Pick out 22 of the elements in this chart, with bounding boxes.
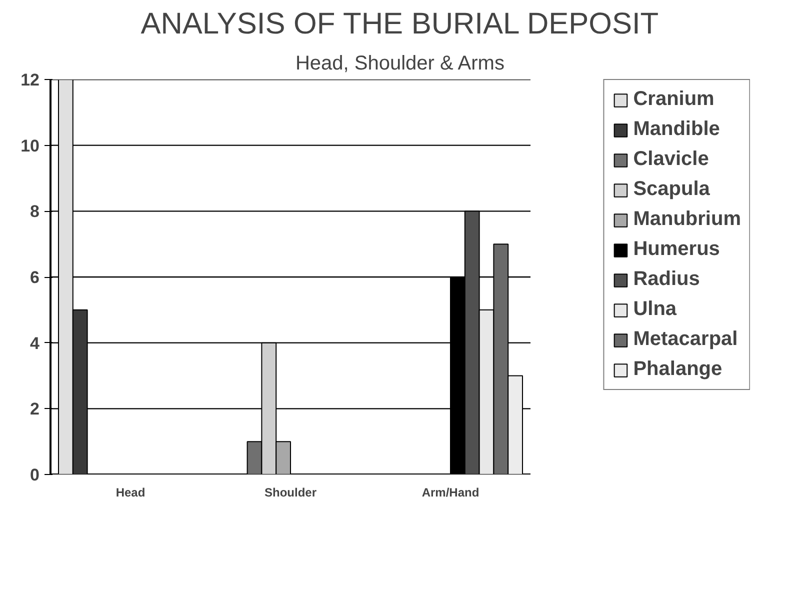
legend-label: Humerus — [633, 238, 720, 261]
y-tick-label: 8 — [30, 202, 40, 222]
x-tick-label: Shoulder — [264, 486, 317, 500]
legend-label: Mandible — [633, 118, 720, 141]
y-tick-label: 12 — [20, 70, 40, 90]
legend-label: Ulna — [633, 298, 677, 321]
legend-label: Metacarpal — [633, 328, 738, 351]
y-tick-label: 0 — [30, 466, 40, 484]
legend-label: Radius — [633, 268, 700, 291]
legend-label: Scapula — [633, 178, 710, 201]
y-tick-label: 4 — [30, 334, 40, 353]
legend-label: Cranium — [633, 88, 714, 111]
x-tick-label: Arm/Hand — [422, 486, 480, 500]
x-tick-label: Head — [116, 486, 146, 500]
chart-title: ANALYSIS OF THE BURIAL DEPOSIT — [140, 8, 659, 40]
y-tick-label: 2 — [30, 400, 40, 419]
legend-label: Phalange — [633, 358, 722, 381]
legend-label: Manubrium — [633, 208, 741, 231]
y-tick-label: 10 — [20, 136, 40, 156]
legend-label: Clavicle — [633, 148, 709, 171]
chart-subtitle: Head, Shoulder & Arms — [295, 52, 504, 74]
y-tick-label: 6 — [30, 268, 40, 287]
